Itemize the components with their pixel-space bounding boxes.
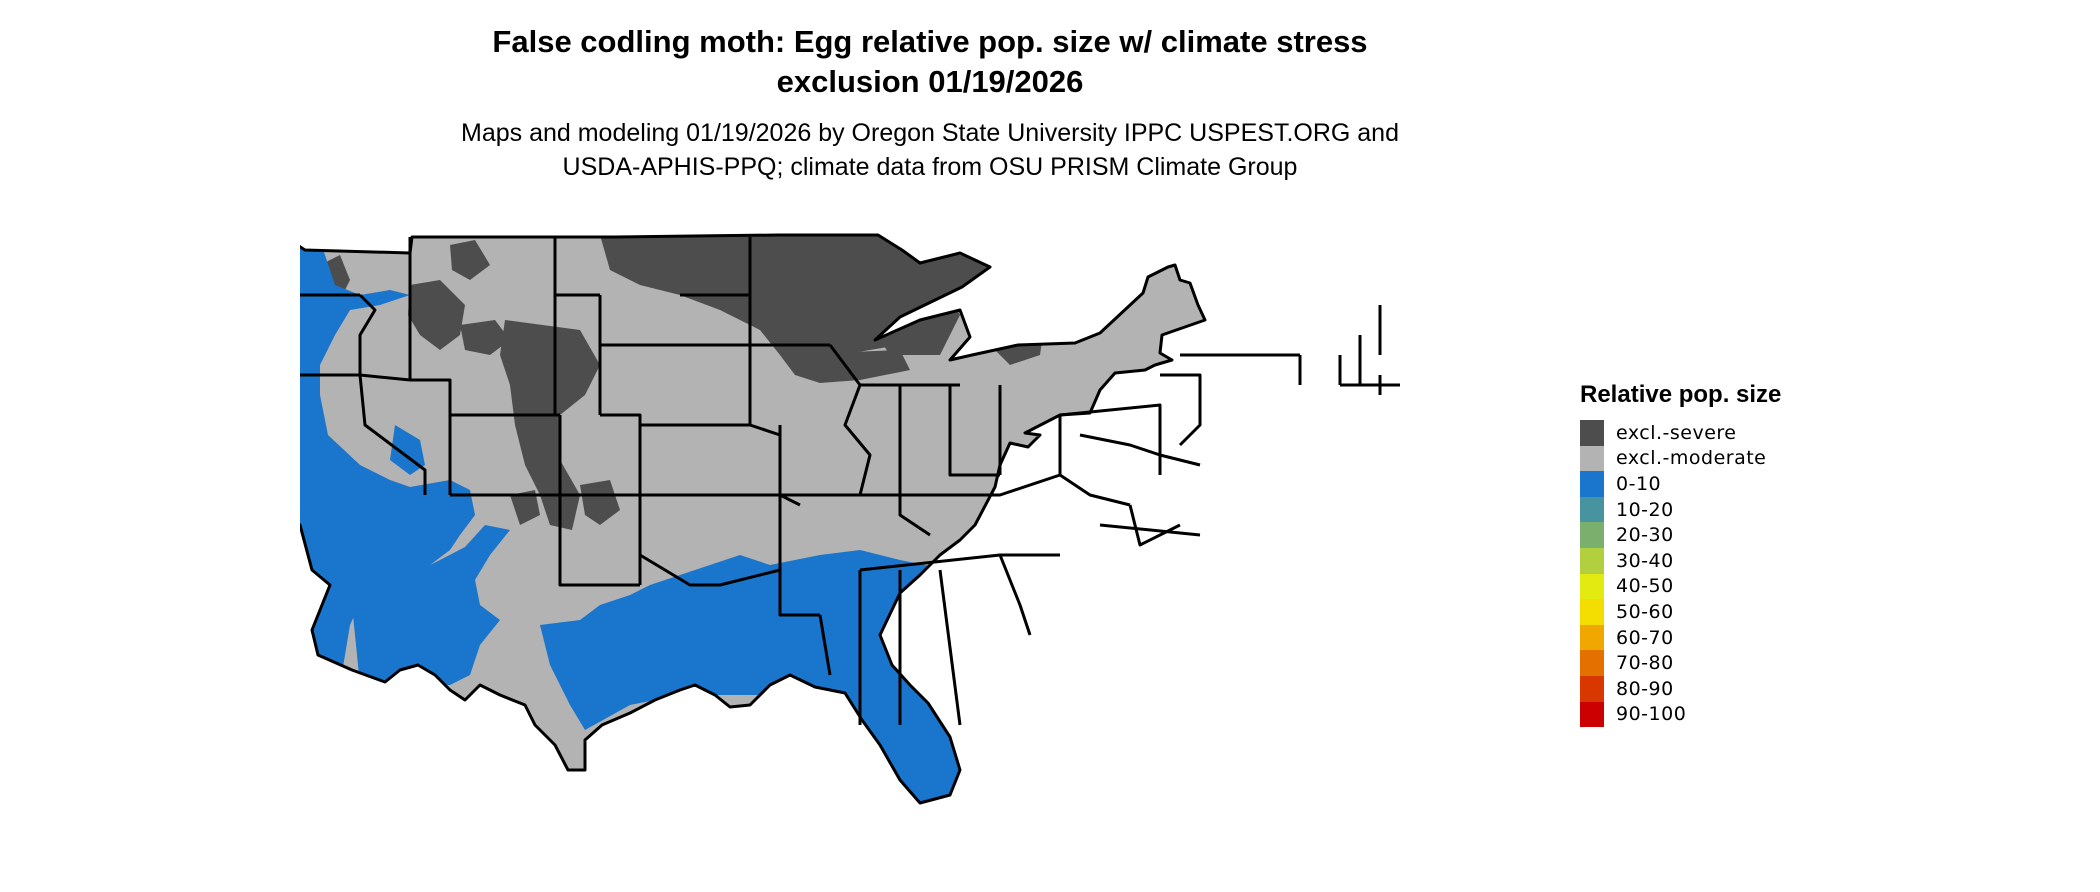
legend-item: 80-90 <box>1580 675 1880 702</box>
legend-item: 30-40 <box>1580 547 1880 574</box>
legend-label: 20-30 <box>1616 524 1674 547</box>
legend-swatch <box>1580 522 1604 548</box>
legend-swatch <box>1580 547 1604 574</box>
legend-item: 10-20 <box>1580 496 1880 523</box>
legend-item: 0-10 <box>1580 471 1880 497</box>
legend-item: 50-60 <box>1580 599 1880 625</box>
legend-label: 50-60 <box>1616 600 1674 623</box>
legend-label: 10-20 <box>1616 498 1674 521</box>
legend-swatch <box>1580 701 1604 728</box>
map-title-line2: exclusion 01/19/2026 <box>776 64 1084 99</box>
zone-texas-coast <box>768 775 810 803</box>
legend-swatch <box>1580 650 1604 676</box>
legend-label: 70-80 <box>1616 652 1674 675</box>
legend-swatch <box>1580 624 1604 651</box>
map-title-line1: False codling moth: Egg relative pop. si… <box>492 24 1368 59</box>
legend-swatch <box>1580 573 1604 600</box>
legend-label: 40-50 <box>1616 575 1674 598</box>
state-boundaries <box>300 233 1400 805</box>
map-title: False codling moth: Egg relative pop. si… <box>380 22 1480 102</box>
legend-swatch <box>1580 420 1604 446</box>
legend-label: excl.-moderate <box>1616 447 1767 470</box>
legend-swatch <box>1580 675 1604 702</box>
legend-label: 60-70 <box>1616 626 1674 649</box>
us-map <box>300 225 1560 890</box>
legend-item: 40-50 <box>1580 573 1880 600</box>
legend-item: 70-80 <box>1580 650 1880 676</box>
zone-florida <box>1200 765 1205 803</box>
title-block: False codling moth: Egg relative pop. si… <box>380 22 1480 184</box>
legend-label: excl.-severe <box>1616 421 1737 444</box>
legend-swatch <box>1580 599 1604 625</box>
map-subtitle-line2: USDA-APHIS-PPQ; climate data from OSU PR… <box>562 153 1298 181</box>
legend-label: 30-40 <box>1616 549 1674 572</box>
legend-title: Relative pop. size <box>1580 381 1782 408</box>
legend-swatch <box>1580 496 1604 523</box>
map-subtitle-line1: Maps and modeling 01/19/2026 by Oregon S… <box>461 119 1399 147</box>
legend-item: 60-70 <box>1580 624 1880 651</box>
legend-swatch <box>1580 445 1604 472</box>
legend-item: 90-100 <box>1580 701 1880 728</box>
legend-label: 90-100 <box>1616 703 1687 726</box>
legend-swatch <box>1580 471 1604 497</box>
map-legend: Relative pop. size excl.-severe excl.-mod… <box>1580 380 1880 728</box>
legend-label: 80-90 <box>1616 677 1674 700</box>
legend-items: excl.-severe excl.-moderate 0-10 10-20 20-30… <box>1580 420 1880 728</box>
legend-item: 20-30 <box>1580 522 1880 548</box>
map-subtitle: Maps and modeling 01/19/2026 by Oregon S… <box>380 116 1480 184</box>
legend-item: excl.-moderate <box>1580 445 1880 472</box>
legend-label: 0-10 <box>1616 472 1662 495</box>
legend-item: excl.-severe <box>1580 420 1880 446</box>
